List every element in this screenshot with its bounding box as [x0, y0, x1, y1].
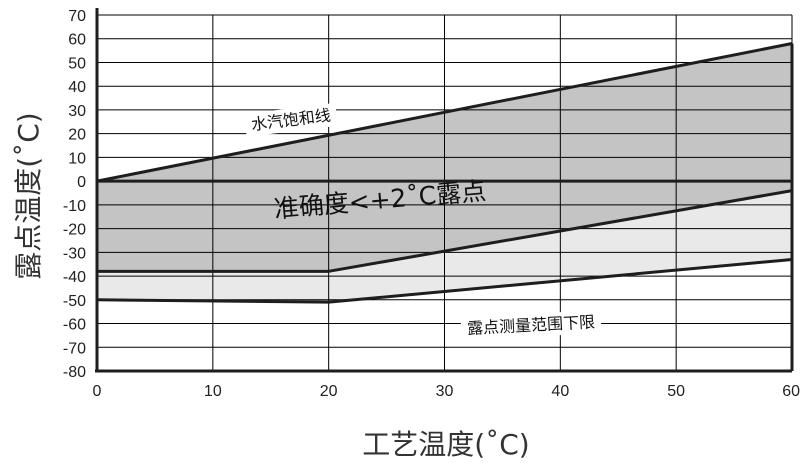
y-axis-title: 露点温度(˚C): [12, 112, 45, 279]
x-tick-label: 0: [93, 383, 102, 400]
plot-frame: [95, 8, 794, 373]
y-tick-label: 50: [68, 55, 86, 72]
x-tick-label: 10: [204, 383, 222, 400]
y-tick-label: 70: [68, 8, 86, 25]
x-tick-label: 20: [320, 383, 338, 400]
y-tick-label: -40: [63, 269, 86, 286]
saturation-line: [96, 42, 793, 183]
y-tick-label: 20: [68, 127, 86, 144]
y-tick-label: 0: [77, 174, 86, 191]
series-lines: [96, 42, 793, 304]
y-tick-label: 10: [68, 150, 86, 167]
y-tick-label: 60: [68, 32, 86, 49]
y-tick-labels: 70 60 50 40 30 20 10 0 -10 -20 -30 -40 -50 -60 -70 -80: [63, 8, 86, 381]
x-axis-title: 工艺温度(˚C): [362, 428, 529, 461]
y-tick-label: -10: [63, 198, 86, 215]
y-tick-label: -50: [63, 293, 86, 310]
accuracy-boundary-line: [97, 189, 793, 273]
x-tick-label: 50: [667, 383, 685, 400]
y-tick-label: 40: [68, 79, 86, 96]
lower-limit-line: [96, 257, 793, 304]
y-tick-label: 30: [68, 103, 86, 120]
x-tick-label: 30: [436, 383, 454, 400]
annotation-background: [460, 310, 602, 341]
x-tick-label: 60: [782, 383, 800, 400]
y-tick-label: -20: [63, 222, 86, 239]
x-tick-label: 40: [551, 383, 569, 400]
y-tick-label: -30: [63, 245, 86, 262]
y-tick-label: -70: [63, 340, 86, 357]
y-tick-label: -80: [63, 364, 86, 381]
y-tick-label: -60: [63, 317, 86, 334]
x-tick-labels: 0 10 20 30 40 50 60: [93, 383, 801, 400]
annotation-background: [243, 102, 338, 137]
